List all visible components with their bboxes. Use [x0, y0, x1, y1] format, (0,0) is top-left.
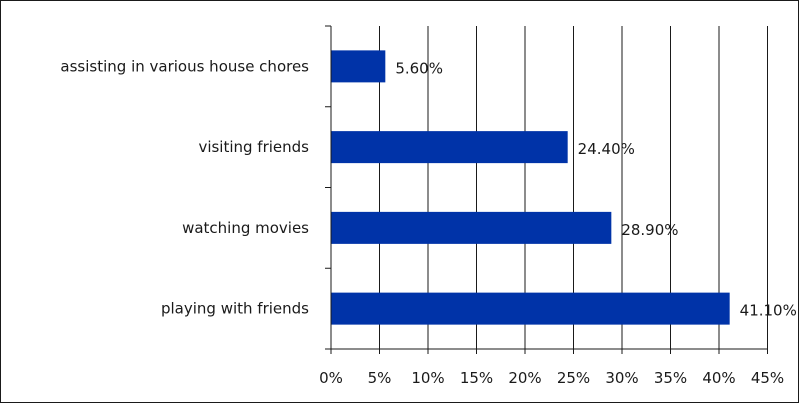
data-label: 28.90%: [621, 221, 678, 239]
x-tick-label: 0%: [319, 369, 343, 387]
bar: [331, 50, 386, 83]
labels: 0% 5% 10% 15% 20% 25% 30% 35% 40% 45% assisting in…: [60, 57, 796, 387]
category-label: playing with friends: [161, 300, 309, 318]
bars: [331, 50, 730, 325]
x-tick-label: 35%: [654, 369, 687, 387]
data-label: 5.60%: [395, 59, 443, 77]
axes: [325, 25, 768, 354]
x-tick-label: 25%: [557, 369, 590, 387]
category-label: assisting in various house chores: [60, 57, 309, 75]
bar: [331, 131, 568, 164]
x-tick-label: 20%: [508, 369, 541, 387]
bar: [331, 211, 612, 244]
category-label: watching movies: [182, 219, 309, 237]
data-label: 24.40%: [578, 140, 635, 158]
x-tick-label: 45%: [751, 369, 784, 387]
category-label: visiting friends: [198, 138, 309, 156]
x-tick-label: 40%: [702, 369, 735, 387]
x-tick-label: 5%: [368, 369, 392, 387]
gridlines: [379, 26, 768, 349]
x-tick-label: 30%: [605, 369, 638, 387]
data-label: 41.10%: [740, 302, 797, 320]
bar: [331, 292, 730, 325]
x-tick-label: 15%: [460, 369, 493, 387]
x-tick-label: 10%: [411, 369, 444, 387]
